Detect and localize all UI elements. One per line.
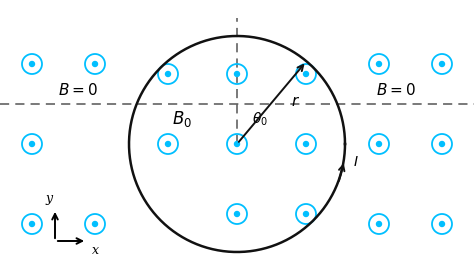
- Text: $r$: $r$: [291, 95, 300, 109]
- Circle shape: [29, 141, 35, 146]
- Text: $\theta_0$: $\theta_0$: [252, 110, 268, 128]
- Circle shape: [303, 141, 309, 146]
- Circle shape: [439, 61, 445, 66]
- Circle shape: [303, 71, 309, 76]
- Circle shape: [92, 222, 98, 227]
- Text: $I$: $I$: [353, 155, 359, 169]
- Circle shape: [303, 211, 309, 217]
- Circle shape: [235, 141, 239, 146]
- Text: y: y: [46, 192, 53, 205]
- Circle shape: [92, 61, 98, 66]
- Circle shape: [439, 222, 445, 227]
- Text: x: x: [92, 244, 99, 257]
- Text: $B_0$: $B_0$: [172, 109, 192, 129]
- Circle shape: [165, 141, 171, 146]
- Circle shape: [376, 61, 382, 66]
- Text: $B=0$: $B=0$: [58, 82, 98, 98]
- Circle shape: [376, 222, 382, 227]
- Circle shape: [235, 211, 239, 217]
- Circle shape: [29, 222, 35, 227]
- Circle shape: [165, 71, 171, 76]
- Circle shape: [235, 71, 239, 76]
- Circle shape: [376, 141, 382, 146]
- Circle shape: [439, 141, 445, 146]
- Circle shape: [29, 61, 35, 66]
- Text: $B=0$: $B=0$: [376, 82, 416, 98]
